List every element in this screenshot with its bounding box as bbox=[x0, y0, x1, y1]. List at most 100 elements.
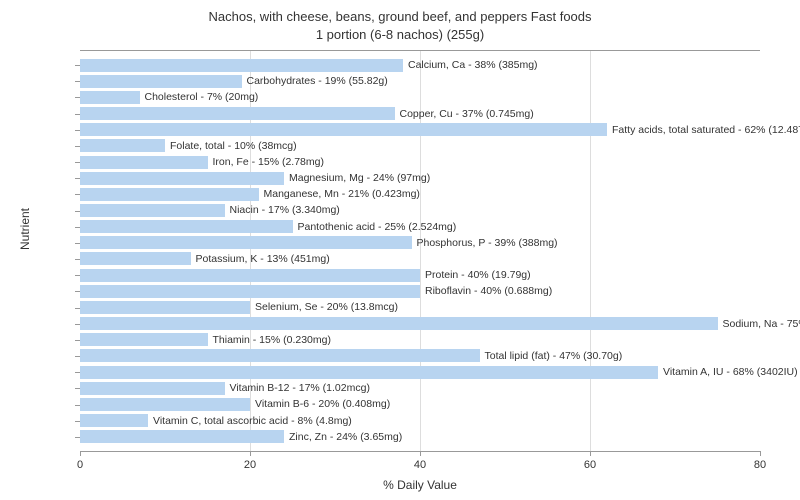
bar-label: Fatty acids, total saturated - 62% (12.4… bbox=[607, 124, 800, 136]
bar-row: Copper, Cu - 37% (0.745mg) bbox=[80, 107, 760, 120]
bar bbox=[80, 91, 140, 104]
bar-label: Carbohydrates - 19% (55.82g) bbox=[242, 75, 388, 87]
bar-row: Sodium, Na - 75% (1800mg) bbox=[80, 317, 760, 330]
y-tick-mark bbox=[75, 421, 80, 422]
bar-row: Riboflavin - 40% (0.688mg) bbox=[80, 285, 760, 298]
y-tick-mark bbox=[75, 275, 80, 276]
bar-row: Carbohydrates - 19% (55.82g) bbox=[80, 75, 760, 88]
bar-label: Cholesterol - 7% (20mg) bbox=[140, 91, 259, 103]
y-tick-mark bbox=[75, 146, 80, 147]
y-tick-mark bbox=[75, 211, 80, 212]
x-tick-mark bbox=[420, 451, 421, 456]
bar bbox=[80, 107, 395, 120]
bar bbox=[80, 285, 420, 298]
bar-row: Selenium, Se - 20% (13.8mcg) bbox=[80, 301, 760, 314]
bars-container: Calcium, Ca - 38% (385mg) Carbohydrates -… bbox=[80, 57, 760, 445]
y-tick-mark bbox=[75, 243, 80, 244]
bar-row: Magnesium, Mg - 24% (97mg) bbox=[80, 172, 760, 185]
bar-row: Vitamin B-6 - 20% (0.408mg) bbox=[80, 398, 760, 411]
bar bbox=[80, 382, 225, 395]
y-tick-mark bbox=[75, 65, 80, 66]
y-tick-mark bbox=[75, 259, 80, 260]
bar-row: Fatty acids, total saturated - 62% (12.4… bbox=[80, 123, 760, 136]
bar-label: Riboflavin - 40% (0.688mg) bbox=[420, 285, 552, 297]
bar-row: Cholesterol - 7% (20mg) bbox=[80, 91, 760, 104]
bar-label: Niacin - 17% (3.340mg) bbox=[225, 204, 340, 216]
x-axis-label: % Daily Value bbox=[80, 478, 760, 492]
bar-row: Vitamin C, total ascorbic acid - 8% (4.8… bbox=[80, 414, 760, 427]
y-tick-mark bbox=[75, 194, 80, 195]
bar bbox=[80, 220, 293, 233]
y-tick-mark bbox=[75, 324, 80, 325]
bar bbox=[80, 59, 403, 72]
bar bbox=[80, 333, 208, 346]
y-tick-mark bbox=[75, 308, 80, 309]
nutrient-chart: Nachos, with cheese, beans, ground beef,… bbox=[0, 0, 800, 500]
bar bbox=[80, 366, 658, 379]
bar-label: Sodium, Na - 75% (1800mg) bbox=[718, 318, 800, 330]
x-tick-label: 60 bbox=[584, 459, 596, 471]
bar-label: Thiamin - 15% (0.230mg) bbox=[208, 334, 331, 346]
bar-row: Phosphorus, P - 39% (388mg) bbox=[80, 236, 760, 249]
y-tick-mark bbox=[75, 291, 80, 292]
bar-label: Selenium, Se - 20% (13.8mcg) bbox=[250, 301, 398, 313]
bar bbox=[80, 172, 284, 185]
bar bbox=[80, 301, 250, 314]
bar bbox=[80, 430, 284, 443]
x-tick-label: 40 bbox=[414, 459, 426, 471]
x-tick-label: 0 bbox=[77, 459, 83, 471]
y-tick-mark bbox=[75, 405, 80, 406]
bar-label: Copper, Cu - 37% (0.745mg) bbox=[395, 108, 534, 120]
bar-row: Folate, total - 10% (38mcg) bbox=[80, 139, 760, 152]
y-axis-label: Nutrient bbox=[18, 208, 32, 250]
bar bbox=[80, 252, 191, 265]
bar-row: Niacin - 17% (3.340mg) bbox=[80, 204, 760, 217]
bar-row: Pantothenic acid - 25% (2.524mg) bbox=[80, 220, 760, 233]
y-tick-mark bbox=[75, 340, 80, 341]
bar-row: Zinc, Zn - 24% (3.65mg) bbox=[80, 430, 760, 443]
bar-label: Vitamin C, total ascorbic acid - 8% (4.8… bbox=[148, 415, 352, 427]
bar bbox=[80, 75, 242, 88]
y-tick-mark bbox=[75, 130, 80, 131]
bar-row: Thiamin - 15% (0.230mg) bbox=[80, 333, 760, 346]
y-tick-mark bbox=[75, 388, 80, 389]
chart-title: Nachos, with cheese, beans, ground beef,… bbox=[0, 0, 800, 43]
bar-label: Folate, total - 10% (38mcg) bbox=[165, 140, 297, 152]
x-tick-mark bbox=[760, 451, 761, 456]
y-tick-mark bbox=[75, 97, 80, 98]
bar bbox=[80, 139, 165, 152]
bar-row: Total lipid (fat) - 47% (30.70g) bbox=[80, 349, 760, 362]
bar-label: Pantothenic acid - 25% (2.524mg) bbox=[293, 221, 457, 233]
bar bbox=[80, 317, 718, 330]
bar-row: Vitamin B-12 - 17% (1.02mcg) bbox=[80, 382, 760, 395]
bar bbox=[80, 123, 607, 136]
bar-row: Iron, Fe - 15% (2.78mg) bbox=[80, 156, 760, 169]
x-tick-mark bbox=[80, 451, 81, 456]
bar bbox=[80, 204, 225, 217]
chart-title-line1: Nachos, with cheese, beans, ground beef,… bbox=[208, 9, 591, 24]
bar bbox=[80, 414, 148, 427]
bar-label: Magnesium, Mg - 24% (97mg) bbox=[284, 172, 430, 184]
bar-row: Vitamin A, IU - 68% (3402IU) bbox=[80, 366, 760, 379]
bar bbox=[80, 269, 420, 282]
bar-row: Manganese, Mn - 21% (0.423mg) bbox=[80, 188, 760, 201]
y-tick-mark bbox=[75, 81, 80, 82]
bar-label: Calcium, Ca - 38% (385mg) bbox=[403, 59, 538, 71]
x-tick-label: 80 bbox=[754, 459, 766, 471]
plot-area: 020406080 Calcium, Ca - 38% (385mg)Carbo… bbox=[80, 50, 760, 452]
bar-label: Zinc, Zn - 24% (3.65mg) bbox=[284, 431, 402, 443]
bar bbox=[80, 156, 208, 169]
bar-label: Protein - 40% (19.79g) bbox=[420, 269, 531, 281]
x-tick-label: 20 bbox=[244, 459, 256, 471]
y-tick-mark bbox=[75, 114, 80, 115]
bar-label: Phosphorus, P - 39% (388mg) bbox=[412, 237, 558, 249]
y-tick-mark bbox=[75, 356, 80, 357]
bar bbox=[80, 236, 412, 249]
bar-label: Vitamin B-12 - 17% (1.02mcg) bbox=[225, 382, 370, 394]
y-tick-mark bbox=[75, 227, 80, 228]
bar-label: Manganese, Mn - 21% (0.423mg) bbox=[259, 188, 420, 200]
bar-row: Protein - 40% (19.79g) bbox=[80, 269, 760, 282]
bar-label: Total lipid (fat) - 47% (30.70g) bbox=[480, 350, 623, 362]
bar-label: Iron, Fe - 15% (2.78mg) bbox=[208, 156, 324, 168]
x-tick-mark bbox=[250, 451, 251, 456]
